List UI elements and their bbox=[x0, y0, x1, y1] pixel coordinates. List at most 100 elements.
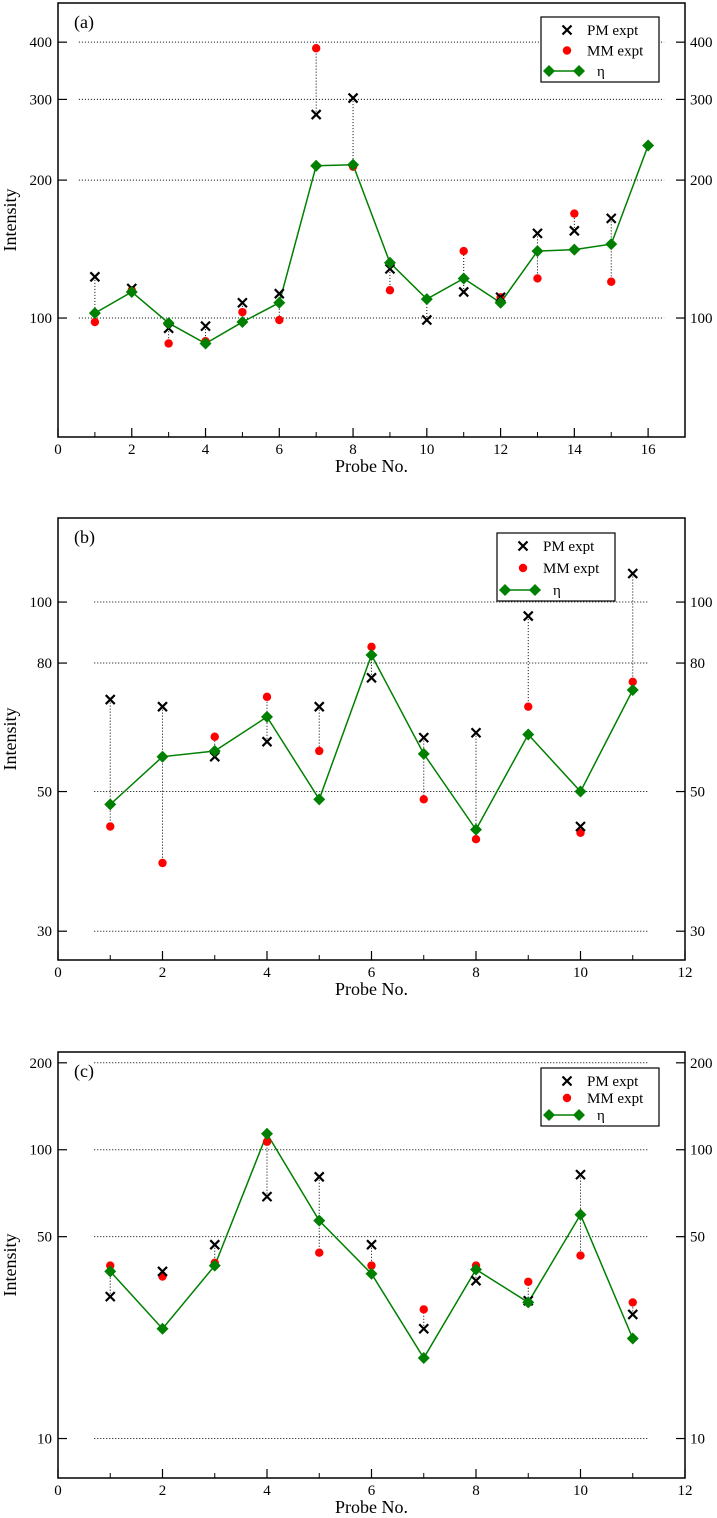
mm-point bbox=[311, 44, 321, 53]
x-tick-label: 4 bbox=[263, 965, 271, 981]
mm-point bbox=[628, 1298, 637, 1307]
mm-point bbox=[607, 277, 616, 286]
eta-point bbox=[470, 823, 482, 836]
eta-point bbox=[522, 728, 535, 741]
legend-label-pm: PM expt bbox=[543, 539, 595, 555]
eta-point bbox=[568, 243, 581, 256]
mm-point bbox=[576, 828, 585, 837]
pm-point bbox=[313, 1171, 325, 1183]
pm-point bbox=[157, 701, 168, 712]
y-tick-label: 200 bbox=[30, 1056, 53, 1072]
legend-label-mm: MM expt bbox=[587, 1091, 644, 1107]
eta-point bbox=[626, 683, 639, 696]
y-tick-label: 100 bbox=[30, 1143, 53, 1159]
y-tick-label-right: 400 bbox=[690, 35, 713, 51]
legend-label-mm: MM expt bbox=[587, 44, 644, 60]
pm-point bbox=[347, 92, 359, 104]
pm-point bbox=[104, 694, 116, 705]
pm-point bbox=[532, 228, 543, 239]
mm-point bbox=[106, 822, 115, 831]
eta-point bbox=[365, 648, 378, 661]
eta-line bbox=[109, 653, 634, 832]
mm-point bbox=[524, 1277, 533, 1286]
eta-point bbox=[313, 1214, 326, 1227]
x-tick-label: 0 bbox=[54, 1483, 62, 1499]
panel-label: (b) bbox=[74, 527, 95, 548]
eta-point bbox=[156, 1322, 169, 1335]
mm-point bbox=[158, 858, 167, 868]
mm-point bbox=[90, 317, 100, 327]
y-tick-label-right: 30 bbox=[690, 924, 705, 940]
x-tick-label: 8 bbox=[472, 1483, 480, 1499]
y-tick-label-right: 100 bbox=[690, 595, 713, 611]
eta-point bbox=[162, 317, 175, 330]
y-tick-label: 30 bbox=[37, 924, 52, 940]
pm-point bbox=[470, 1275, 482, 1286]
legend-mm-marker bbox=[518, 563, 528, 573]
pm-point bbox=[384, 263, 396, 275]
y-axis-label: Intensity bbox=[0, 1234, 20, 1297]
y-tick-label-right: 100 bbox=[690, 1143, 713, 1159]
mm-point bbox=[262, 1137, 272, 1146]
mm-point bbox=[210, 732, 219, 741]
legend-pm-marker bbox=[561, 1075, 573, 1087]
eta-point bbox=[261, 1127, 273, 1140]
eta-point bbox=[310, 159, 323, 172]
legend-label-eta: η bbox=[553, 583, 561, 599]
y-tick-label: 100 bbox=[30, 595, 53, 611]
y-tick-label: 200 bbox=[30, 173, 53, 189]
x-tick-label: 12 bbox=[678, 1483, 693, 1499]
mm-point bbox=[459, 246, 468, 256]
legend-label-eta: η bbox=[597, 1108, 605, 1124]
x-axis-label: Probe No. bbox=[335, 979, 408, 999]
eta-point bbox=[417, 747, 430, 760]
legend-eta-marker bbox=[543, 1109, 555, 1121]
eta-point bbox=[236, 316, 249, 329]
legend-label-pm: PM expt bbox=[587, 23, 639, 39]
legend: PM expt MM expt η bbox=[496, 532, 616, 602]
legend-eta-marker bbox=[573, 65, 585, 77]
pm-point bbox=[418, 732, 430, 743]
pm-point bbox=[89, 271, 101, 283]
eta-point bbox=[88, 307, 101, 320]
eta-point bbox=[199, 337, 212, 350]
pm-point bbox=[104, 1291, 116, 1302]
eta-point bbox=[642, 139, 655, 152]
legend-pm-marker bbox=[517, 540, 529, 552]
pm-point bbox=[157, 1266, 168, 1277]
y-tick-label-right: 10 bbox=[690, 1432, 705, 1448]
x-tick-label: 14 bbox=[567, 442, 583, 458]
y-tick-label: 50 bbox=[37, 1230, 52, 1246]
panel-b: 30 30 50 50 80 80 100 100 0 2 4 6 8 10 12 Probe No. Inte… bbox=[0, 517, 713, 999]
mm-point bbox=[275, 315, 284, 325]
pm-point bbox=[421, 314, 433, 326]
legend-pm-marker bbox=[561, 24, 573, 36]
eta-point bbox=[208, 744, 221, 757]
mm-point bbox=[628, 677, 637, 687]
x-tick-label: 2 bbox=[159, 965, 167, 981]
y-tick-label: 50 bbox=[37, 785, 52, 801]
eta-point bbox=[494, 296, 507, 309]
pm-point bbox=[261, 1191, 273, 1202]
plot-frame bbox=[57, 2, 686, 438]
eta-point bbox=[383, 256, 396, 269]
pm-point bbox=[310, 109, 322, 120]
y-tick-label-right: 300 bbox=[690, 92, 713, 108]
y-tick-label: 400 bbox=[30, 35, 53, 51]
eta-point bbox=[313, 793, 326, 806]
legend-eta-marker bbox=[543, 65, 555, 77]
mm-point bbox=[471, 835, 481, 844]
mm-point bbox=[385, 286, 395, 295]
eta-point bbox=[574, 785, 587, 798]
mm-point bbox=[570, 209, 579, 218]
pm-point bbox=[418, 1323, 430, 1335]
eta-point bbox=[417, 1352, 430, 1365]
x-tick-label: 12 bbox=[493, 442, 508, 458]
pm-point bbox=[575, 1169, 586, 1180]
eta-point bbox=[626, 1332, 639, 1345]
mm-point bbox=[238, 307, 247, 317]
pm-point bbox=[274, 288, 285, 299]
legend-label-pm: PM expt bbox=[587, 1074, 639, 1090]
eta-point bbox=[522, 1296, 535, 1309]
